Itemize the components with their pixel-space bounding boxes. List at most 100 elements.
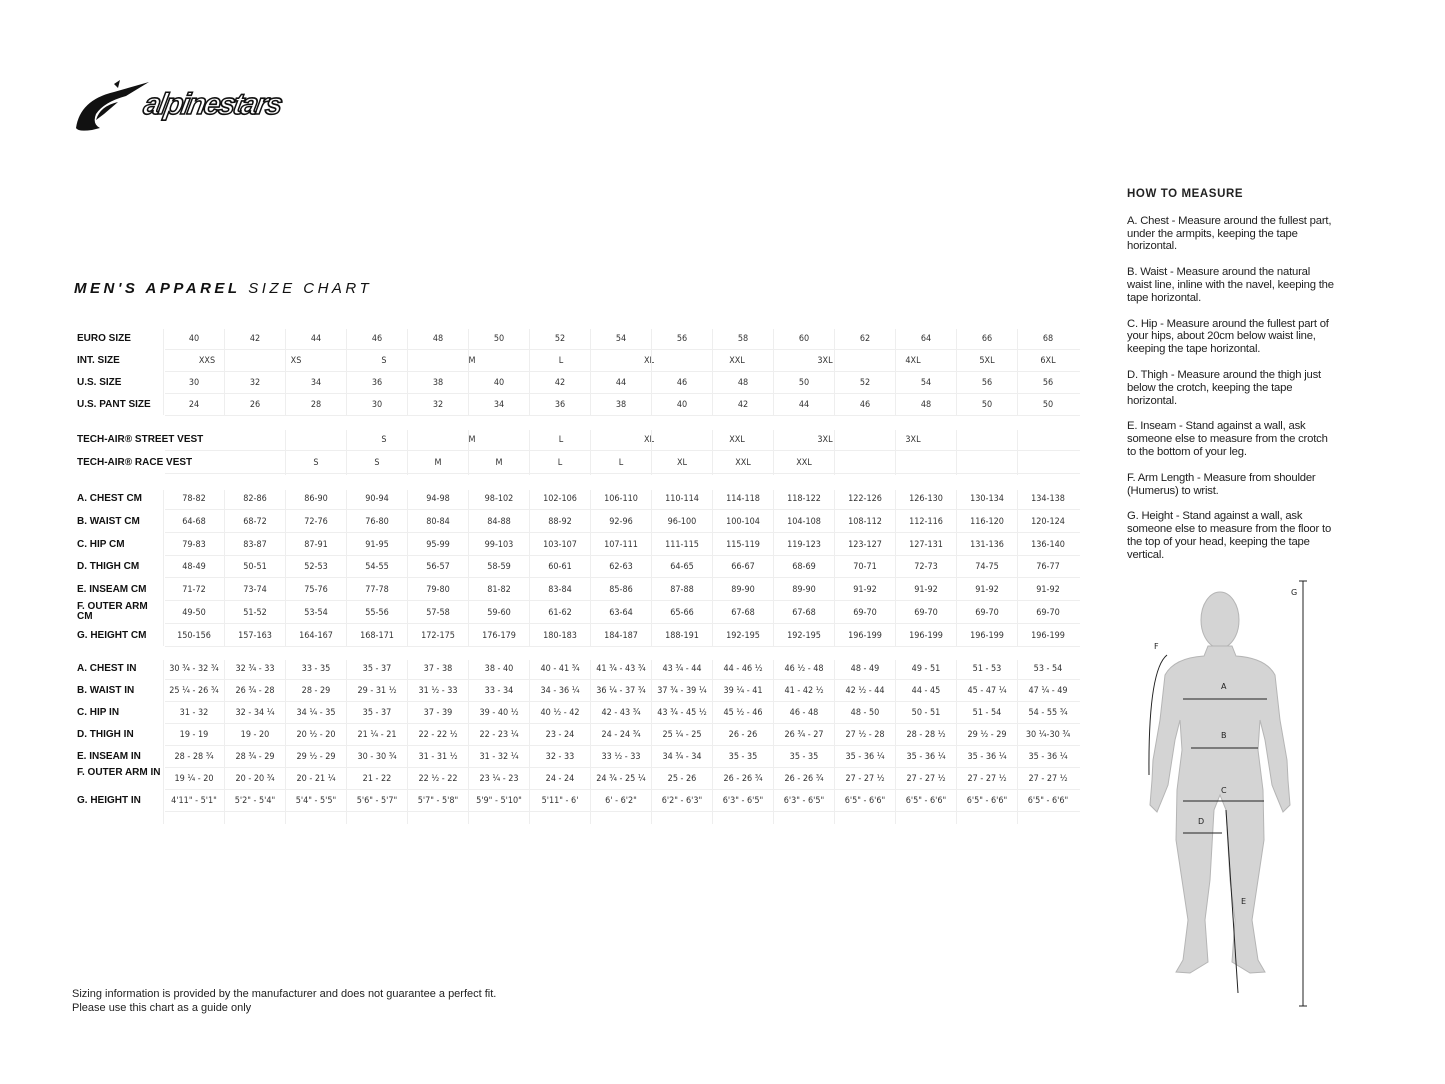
inch-cell: 28 ¾ - 29	[235, 752, 275, 762]
inch-cell: 34 - 36 ¼	[540, 686, 580, 696]
size-cell: XXL	[729, 356, 745, 366]
inch-cell: 35 - 36 ¼	[845, 752, 885, 762]
size-cell: 32	[249, 378, 261, 388]
inch-cell: 4'11" - 5'1"	[171, 796, 217, 806]
column-divider	[285, 329, 286, 415]
disclaimer-line-2: Please use this chart as a guide only	[72, 1002, 252, 1014]
cm-cell: 49-50	[182, 608, 206, 618]
inch-cell: 29 ½ - 29	[967, 730, 1007, 740]
inch-cell: 27 - 27 ½	[845, 774, 885, 784]
vest-cell: M	[495, 458, 503, 468]
inch-cell: 5'11" - 6'	[541, 796, 579, 806]
cm-cell: 89-90	[792, 585, 816, 595]
inch-cell: 32 - 33	[545, 752, 575, 762]
row-label: INT. SIZE	[77, 355, 120, 366]
cm-cell: 134-138	[1031, 494, 1065, 504]
cm-cell: 100-104	[726, 517, 760, 527]
size-chart-table: EURO SIZE 40 42 44 46 48 50 52 54 56 58 60 62 64 66 68 I…	[77, 329, 1080, 824]
cm-cell: 63-64	[609, 608, 633, 618]
inch-cell: 22 - 22 ½	[418, 730, 458, 740]
cm-cell: 164-167	[299, 631, 333, 641]
cm-cell: 172-175	[421, 631, 455, 641]
size-cell: 6XL	[1040, 356, 1056, 366]
inch-cell: 26 - 26 ¾	[784, 774, 824, 784]
inch-cell: 30 ¾ - 32 ¾	[169, 664, 219, 674]
cm-cell: 127-131	[909, 540, 943, 550]
cm-cell: 168-171	[360, 631, 394, 641]
inch-cell: 25 ¼ - 26 ¾	[169, 686, 219, 696]
column-divider	[407, 329, 408, 415]
column-divider	[163, 329, 164, 415]
row-label: D. THIGH IN	[77, 729, 134, 740]
vest-cell: M	[468, 435, 476, 445]
inch-cell: 49 - 51	[911, 664, 941, 674]
size-cell: 40	[188, 334, 200, 344]
cm-cell: 91-92	[1036, 585, 1060, 595]
size-cell: 54	[615, 334, 627, 344]
row-divider	[165, 623, 1080, 624]
size-cell: 52	[859, 378, 871, 388]
column-divider	[834, 490, 835, 646]
vest-cell: S	[374, 458, 380, 468]
size-cell: 36	[371, 378, 383, 388]
column-divider	[529, 430, 530, 475]
measure-height: G. Height - Stand against a wall, ask so…	[1127, 510, 1332, 561]
column-divider	[224, 660, 225, 824]
size-cell: 26	[249, 400, 261, 410]
inch-cell: 27 ½ - 28	[845, 730, 885, 740]
inch-cell: 19 - 19	[179, 730, 209, 740]
cm-cell: 51-52	[243, 608, 267, 618]
cm-cell: 76-80	[365, 517, 389, 527]
measure-chest: A. Chest - Measure around the fullest pa…	[1127, 214, 1332, 253]
cm-cell: 58-59	[487, 562, 511, 572]
cm-cell: 176-179	[482, 631, 516, 641]
inch-cell: 30 ¼-30 ¾	[1025, 730, 1071, 740]
row-label: G. HEIGHT CM	[77, 630, 147, 641]
inch-cell: 24 - 24 ¾	[601, 730, 641, 740]
column-divider	[651, 329, 652, 415]
vest-cell: 3XL	[905, 435, 921, 445]
cm-cell: 69-70	[975, 608, 999, 618]
cm-cell: 114-118	[726, 494, 760, 504]
cm-cell: 196-199	[1031, 631, 1065, 641]
inch-cell: 46 ½ - 48	[784, 664, 824, 674]
cm-cell: 106-110	[604, 494, 638, 504]
inch-cell: 20 - 21 ¼	[296, 774, 336, 784]
column-divider	[834, 329, 835, 415]
row-label: A. CHEST IN	[77, 663, 137, 674]
inch-cell: 38 - 40	[484, 664, 514, 674]
inch-cell: 37 ¾ - 39 ¼	[657, 686, 707, 696]
inch-cell: 25 ¼ - 25	[662, 730, 702, 740]
row-label: TECH-AIR® RACE VEST	[77, 457, 193, 468]
inch-cell: 21 ¼ - 21	[357, 730, 397, 740]
measure-waist: B. Waist - Measure around the natural wa…	[1127, 266, 1334, 304]
column-divider	[285, 490, 286, 646]
size-cell: S	[381, 356, 387, 366]
row-divider	[165, 509, 1080, 510]
inch-cell: 53 - 54	[1033, 664, 1063, 674]
inch-cell: 22 ½ - 22	[418, 774, 458, 784]
cm-cell: 107-111	[604, 540, 638, 550]
inch-cell: 26 - 26	[728, 730, 758, 740]
cm-cell: 50-51	[243, 562, 267, 572]
column-divider	[895, 430, 896, 475]
column-divider	[346, 329, 347, 415]
cm-cell: 79-83	[182, 540, 206, 550]
alpinestars-logo: alpinestars	[74, 80, 284, 136]
inch-cell: 6'5" - 6'6"	[1027, 796, 1069, 806]
cm-cell: 84-88	[487, 517, 511, 527]
row-label: F. OUTER ARM IN	[77, 767, 161, 778]
cm-cell: 48-49	[182, 562, 206, 572]
row-divider	[165, 767, 1080, 768]
column-divider	[346, 430, 347, 475]
inch-cell: 31 - 31 ½	[418, 752, 458, 762]
cm-cell: 103-107	[543, 540, 577, 550]
row-divider	[165, 745, 1080, 746]
column-divider	[590, 490, 591, 646]
inch-cell: 31 - 32 ¼	[479, 752, 519, 762]
row-label: U.S. PANT SIZE	[77, 399, 151, 410]
cm-cell: 91-92	[914, 585, 938, 595]
cm-cell: 53-54	[304, 608, 328, 618]
inch-cell: 47 ¼ - 49	[1028, 686, 1068, 696]
row-divider	[165, 600, 1080, 601]
